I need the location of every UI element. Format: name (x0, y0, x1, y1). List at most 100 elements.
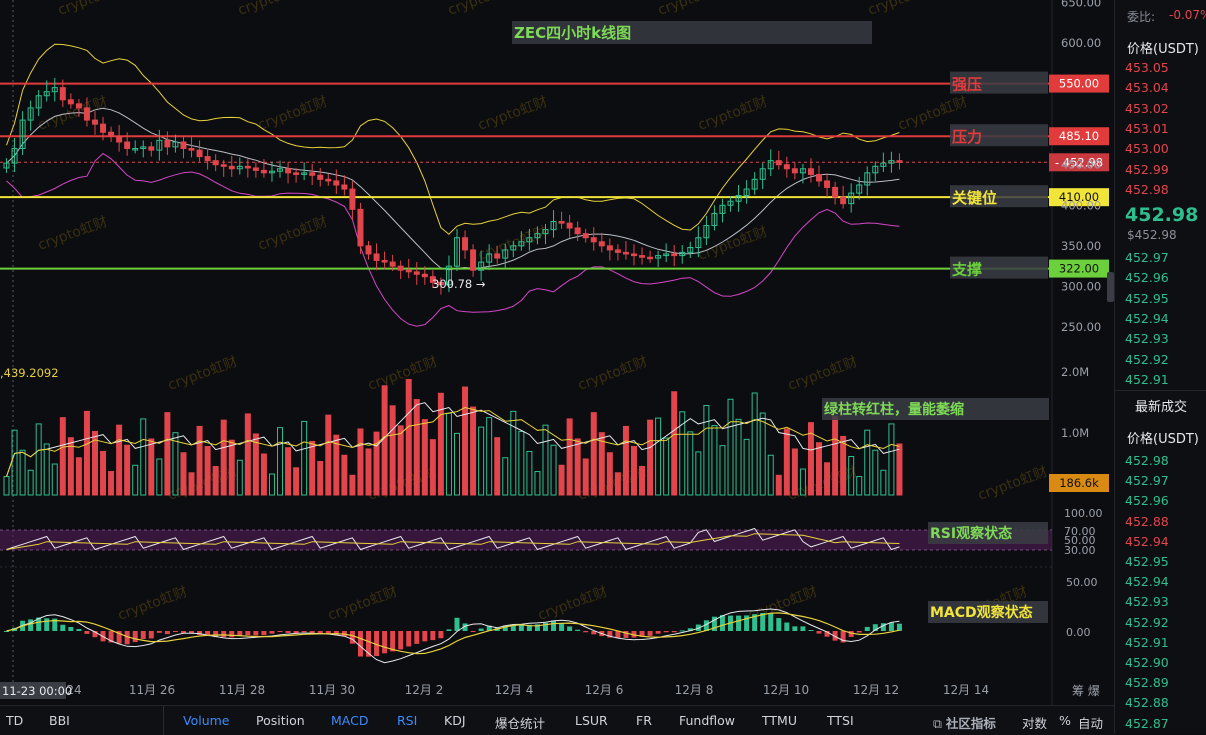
volume-bar-6 (51, 463, 58, 496)
trade-price-5[interactable]: 452.95 (1125, 554, 1169, 569)
last-price-usd: $452.98 (1127, 228, 1177, 242)
ask-price-0[interactable]: 453.05 (1125, 60, 1169, 75)
trade-price-2[interactable]: 452.96 (1125, 493, 1169, 509)
candle-body-109 (880, 162, 887, 167)
td-indicator[interactable]: TD (6, 713, 24, 728)
macd-bar-109 (880, 623, 886, 631)
volume-bar-30 (244, 413, 251, 496)
percent-toggle[interactable]: % (1059, 713, 1071, 728)
ask-price-1[interactable]: 453.04 (1125, 80, 1169, 96)
trade-price-12[interactable]: 452.88 (1125, 695, 1169, 711)
volume-bar-45 (365, 448, 372, 496)
indicator-tab-fr[interactable]: FR (636, 713, 652, 728)
candle-57 (462, 230, 469, 259)
ask-price-4[interactable]: 453.00 (1125, 141, 1169, 157)
macd-bar-55 (446, 629, 452, 631)
indicator-tab-爆仓统计[interactable]: 爆仓统计 (495, 716, 546, 731)
macd-bar-101 (816, 631, 822, 634)
boll-lower-line (6, 152, 900, 327)
indicator-tab-kdj[interactable]: KDJ (444, 713, 466, 728)
bid-price-3[interactable]: 452.94 (1125, 310, 1169, 326)
trade-price-13[interactable]: 452.87 (1125, 715, 1169, 731)
indicator-tab-volume[interactable]: Volume (183, 713, 230, 728)
bid-price-0[interactable]: 452.97 (1125, 250, 1169, 265)
candle-62 (502, 243, 509, 268)
trade-price-3[interactable]: 452.88 (1125, 513, 1169, 529)
trade-price-6[interactable]: 452.94 (1125, 574, 1169, 590)
macd-bar-28 (229, 631, 235, 638)
indicator-tab-ttsi[interactable]: TTSI (827, 713, 854, 728)
candle-body-71 (574, 227, 581, 235)
macd-bar-60 (486, 625, 492, 631)
volume-bar-65 (526, 450, 533, 496)
bid-price-1[interactable]: 452.96 (1125, 270, 1169, 286)
trade-price-1[interactable]: 452.97 (1125, 473, 1169, 489)
trade-price-8[interactable]: 452.92 (1125, 614, 1169, 630)
ask-price-6[interactable]: 452.98 (1125, 181, 1169, 197)
candle-73 (590, 227, 597, 251)
trade-price-0[interactable]: 452.98 (1125, 453, 1169, 468)
latest-trades-title[interactable]: 最新成交 (1135, 400, 1188, 415)
trade-price-7[interactable]: 452.93 (1125, 594, 1169, 610)
macd-bar-16 (132, 631, 138, 643)
indicator-tab-rsi[interactable]: RSI (397, 713, 418, 728)
bbi-indicator[interactable]: BBI (49, 713, 70, 728)
macd-bar-15 (124, 631, 130, 645)
volume-bar-20 (164, 412, 171, 496)
ask-price-5[interactable]: 452.99 (1125, 161, 1169, 177)
volume-bar-44 (357, 428, 364, 496)
price-tick-6: 250.00 (1061, 320, 1101, 334)
candle-66 (534, 226, 541, 245)
x-tick-2: 11月 28 (219, 683, 265, 697)
macd-bar-83 (671, 631, 677, 633)
bid-price-6[interactable]: 452.91 (1125, 371, 1169, 387)
bid-price-5[interactable]: 452.92 (1125, 351, 1169, 367)
candle-20 (164, 131, 171, 155)
ask-price-3[interactable]: 453.01 (1125, 120, 1169, 136)
bid-price-2[interactable]: 452.95 (1125, 290, 1169, 306)
indicator-tab-ttmu[interactable]: TTMU (762, 713, 797, 728)
macd-bar-107 (864, 626, 870, 631)
rsi-line-yellow (6, 533, 900, 550)
price-chart[interactable]: crypto虹财 crypto虹财 crypto虹财 crypto虹财 crypto虹财… (0, 0, 1112, 705)
candle-body-63 (510, 245, 517, 251)
community-indicators[interactable]: ⧉ 社区指标 (933, 716, 996, 731)
level-price-box-2 (1049, 188, 1109, 207)
candle-25 (204, 148, 211, 170)
macd-bar-106 (856, 631, 862, 633)
bid-price-4[interactable]: 452.93 (1125, 331, 1169, 347)
orderbook-price-header: 价格(USDT) (1127, 42, 1199, 57)
candle-body-96 (775, 160, 782, 166)
auto-toggle[interactable]: 自动 (1078, 716, 1104, 731)
volume-note: 绿柱转红柱，量能萎缩 (824, 401, 964, 418)
candle-54 (437, 277, 444, 295)
rsi-note: RSI观察状态 (930, 525, 1012, 542)
trade-price-11[interactable]: 452.89 (1125, 675, 1169, 691)
volume-bar-19 (156, 458, 163, 496)
ask-price-2[interactable]: 453.02 (1125, 100, 1169, 116)
candle-67 (542, 223, 549, 245)
rsi-tick-3: 30.00 (1064, 544, 1096, 557)
volume-bar-109 (880, 469, 887, 496)
candle-36 (293, 167, 300, 183)
trade-price-10[interactable]: 452.90 (1125, 655, 1169, 670)
macd-bar-49 (398, 631, 404, 650)
level-tag-bg-3 (950, 256, 1048, 279)
trade-price-9[interactable]: 452.91 (1125, 634, 1169, 650)
indicator-tab-lsur[interactable]: LSUR (575, 713, 608, 728)
candle-34 (277, 160, 284, 178)
volume-bar-100 (807, 422, 814, 496)
volume-bar-23 (188, 472, 195, 496)
scroll-handle[interactable] (1107, 272, 1114, 302)
volume-bar-85 (687, 431, 694, 496)
macd-bar-11 (92, 631, 98, 638)
indicator-tab-position[interactable]: Position (256, 713, 305, 728)
macd-bar-9 (76, 628, 82, 631)
indicator-tab-fundflow[interactable]: Fundflow (679, 713, 736, 728)
candle-body-77 (622, 251, 629, 255)
trade-price-4[interactable]: 452.94 (1125, 533, 1169, 549)
indicator-tab-macd[interactable]: MACD (331, 713, 369, 728)
candle-78 (630, 244, 637, 266)
log-toggle[interactable]: 对数 (1022, 716, 1048, 731)
candle-body-0 (3, 162, 10, 169)
